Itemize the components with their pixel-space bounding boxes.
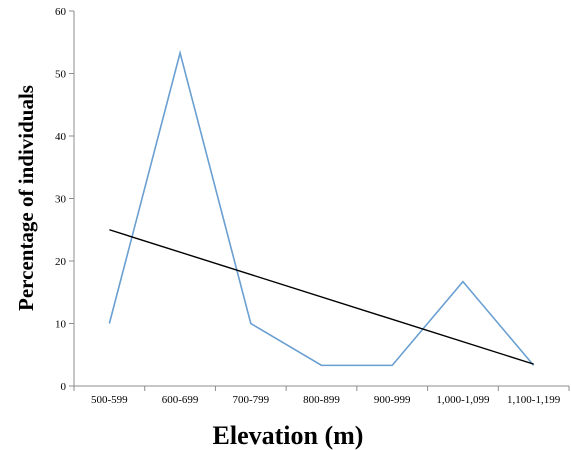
y-tick-label: 0 [61,381,67,393]
x-axis: 500-599 600-699 700-799 800-899 900-999 1,000… [73,385,570,406]
y-tick-label: 10 [55,319,67,331]
y-tick-label: 40 [55,131,67,143]
x-tick-label: 600-699 [162,394,199,406]
y-axis-title: Percentage of individuals [14,85,38,311]
x-tick-label: 500-599 [91,394,128,406]
trend-line [109,229,534,365]
y-tick-label: 50 [55,69,67,81]
x-tick-label: 700-799 [232,394,269,406]
x-tick-label: 800-899 [303,394,340,406]
y-axis: 0 10 20 30 40 50 60 [55,6,75,393]
x-axis-title: Elevation (m) [213,421,364,450]
plot-area [108,49,535,367]
y-tick-label: 20 [55,256,67,268]
x-tick-label: 1,000-1,099 [436,394,490,406]
series-line [108,49,535,367]
x-tick-label: 1,100-1,199 [507,394,561,406]
y-tick-label: 60 [55,6,67,18]
y-tick-label: 30 [55,194,67,206]
x-tick-label: 900-999 [374,394,411,406]
